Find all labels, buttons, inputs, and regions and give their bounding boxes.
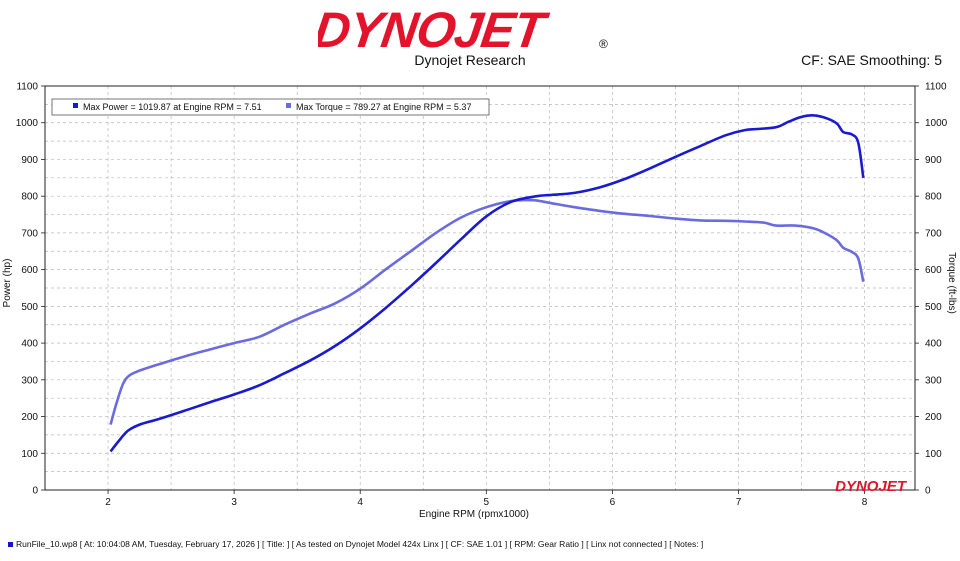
x-tick-label: 4 [357,497,363,508]
x-tick-label: 6 [610,497,616,508]
run-file-marker-icon [8,542,13,548]
y-tick-label-right: 800 [925,192,942,203]
x-ticks: 2 3 4 5 6 7 8 [105,490,868,508]
y-tick-label-left: 100 [21,449,38,460]
x-tick-label: 7 [736,497,742,508]
registered-mark: ® [599,37,608,51]
dyno-chart: 0 100 200 300 400 500 600 700 800 900 1000 1100 0 10… [2,82,957,521]
x-tick-label: 2 [105,497,111,508]
y-tick-label-right: 700 [925,228,942,239]
x-tick-label: 3 [231,497,237,508]
legend-power-swatch [73,103,78,108]
y-tick-label-right: 600 [925,265,942,276]
x-axis-title: Engine RPM (rpmx1000) [419,509,529,520]
y-tick-label-left: 1100 [16,82,38,93]
y-tick-label-left: 700 [21,228,38,239]
y-ticks-right: 0 100 200 300 400 500 600 700 800 900 1000 1100 [915,82,948,497]
y-tick-label-left: 0 [32,486,38,497]
chart-subtitle: Dynojet Research [414,52,526,68]
legend-power-label: Max Power = 1019.87 at Engine RPM = 7.51 [83,102,262,112]
y-axis-title-right: Torque (ft-lbs) [946,252,957,314]
dynojet-logo: DYNOJET ® [318,4,608,56]
legend-torque-swatch [286,103,291,108]
y-tick-label-right: 900 [925,155,942,166]
y-tick-label-right: 0 [925,486,931,497]
y-axis-title-left: Power (hp) [2,259,13,308]
torque-line [109,198,865,425]
dynojet-logo-text: DYNOJET [318,4,553,56]
y-tick-label-right: 300 [925,375,942,386]
y-tick-label-right: 500 [925,302,942,313]
y-tick-label-left: 900 [21,155,38,166]
legend-box [51,98,490,116]
y-tick-label-left: 200 [21,412,38,423]
y-tick-label-left: 400 [21,339,38,350]
grid-lines [45,86,915,490]
y-tick-label-right: 1000 [925,118,948,129]
y-tick-label-right: 200 [925,412,942,423]
y-ticks-left: 0 100 200 300 400 500 600 700 800 900 1000 1100 [16,82,45,497]
legend-torque-label: Max Torque = 789.27 at Engine RPM = 5.37 [296,102,471,112]
y-tick-label-left: 600 [21,265,38,276]
y-tick-label-left: 500 [21,302,38,313]
run-info-text: RunFile_10.wp8 [ At: 10:04:08 AM, Tuesda… [16,539,704,549]
y-tick-label-left: 300 [21,375,38,386]
x-tick-label: 8 [862,497,868,508]
run-info-footer: RunFile_10.wp8 [ At: 10:04:08 AM, Tuesda… [8,539,703,549]
power-line [109,114,865,453]
cf-smoothing-label: CF: SAE Smoothing: 5 [801,52,942,68]
y-tick-label-right: 1100 [925,82,947,93]
x-tick-label: 5 [484,497,490,508]
y-tick-label-left: 1000 [16,118,39,129]
y-tick-label-left: 800 [21,192,38,203]
y-tick-label-right: 100 [925,449,942,460]
plot-frame [44,85,916,491]
dynojet-watermark: DYNOJET [835,478,908,495]
y-tick-label-right: 400 [925,339,942,350]
legend: Max Power = 1019.87 at Engine RPM = 7.51… [51,98,490,116]
